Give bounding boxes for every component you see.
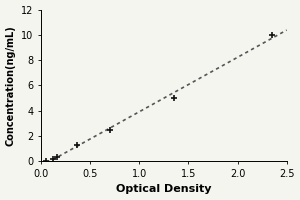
X-axis label: Optical Density: Optical Density [116, 184, 212, 194]
Y-axis label: Concentration(ng/mL): Concentration(ng/mL) [6, 25, 16, 146]
